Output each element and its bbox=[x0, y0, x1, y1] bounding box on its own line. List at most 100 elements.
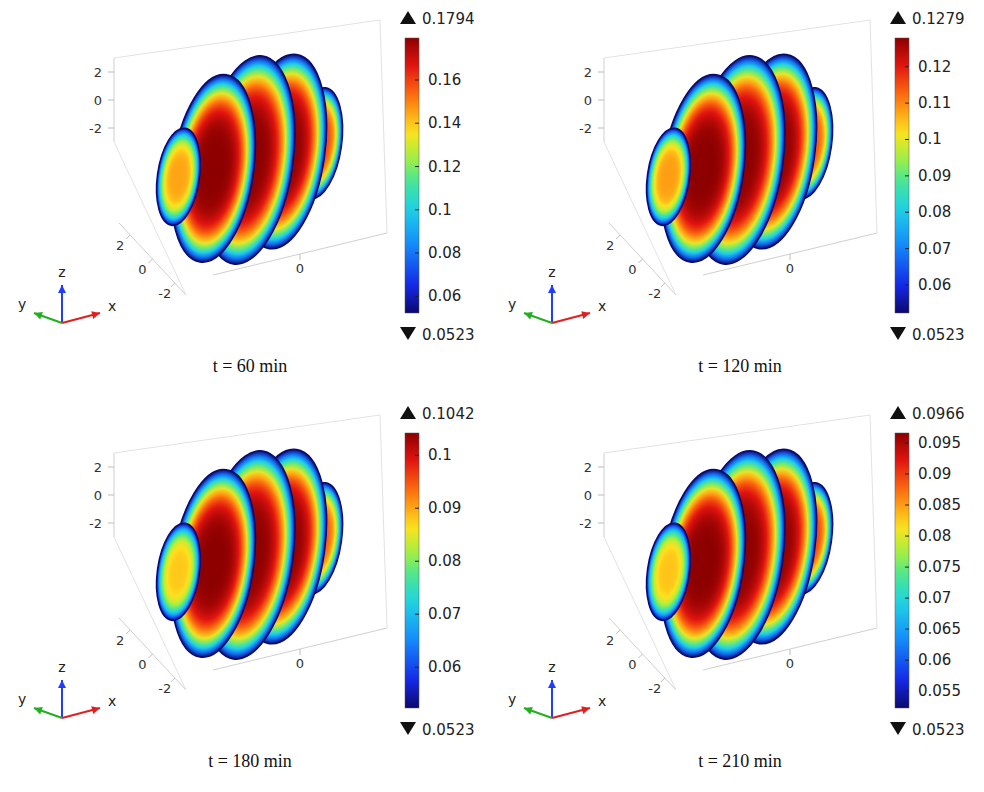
figure: -202-2020xyz0.060.080.10.120.140.160.179… bbox=[0, 0, 984, 792]
panel: -202-2020xyz0.060.070.080.090.10.10420.0… bbox=[18, 405, 475, 771]
z-tick bbox=[108, 72, 114, 73]
z-axis-label: z bbox=[548, 659, 555, 675]
colorbar-tick bbox=[415, 166, 419, 167]
colorbar-tick bbox=[905, 175, 909, 176]
colorbar-tick bbox=[905, 567, 909, 568]
colorbar-tick bbox=[415, 253, 419, 254]
z-axis-label: z bbox=[548, 264, 555, 280]
x-arrow-head bbox=[581, 706, 590, 714]
x-arrow-head bbox=[91, 706, 100, 714]
y-tick-label: -2 bbox=[158, 681, 171, 696]
colorbar-tick-label: 0.08 bbox=[918, 527, 951, 545]
colorbar-tick-label: 0.1 bbox=[428, 201, 452, 219]
max-marker bbox=[890, 406, 906, 419]
panel: -202-2020xyz0.060.070.080.090.10.110.120… bbox=[508, 10, 965, 376]
min-marker bbox=[400, 722, 416, 735]
min-marker bbox=[890, 327, 906, 340]
max-marker bbox=[890, 11, 906, 24]
x-axis-label: x bbox=[598, 693, 606, 709]
colorbar bbox=[895, 38, 909, 313]
y-tick bbox=[171, 283, 175, 287]
colorbar-tick-label: 0.055 bbox=[918, 682, 961, 700]
y-tick bbox=[661, 678, 665, 682]
colorbar bbox=[405, 38, 419, 313]
colorbar-min-label: 0.0523 bbox=[422, 721, 475, 739]
panel-title: t = 120 min bbox=[698, 356, 782, 376]
colorbar-tick bbox=[905, 660, 909, 661]
z-tick bbox=[108, 523, 114, 524]
colorbar-min-label: 0.0523 bbox=[912, 326, 965, 344]
x-tick-label: 0 bbox=[296, 656, 304, 671]
box-edge bbox=[870, 415, 877, 628]
x-tick-label: 0 bbox=[786, 261, 794, 276]
panel-title: t = 60 min bbox=[213, 356, 288, 376]
y-axis-label: y bbox=[508, 296, 516, 312]
y-tick-label: 0 bbox=[628, 657, 636, 672]
y-axis-label: y bbox=[508, 691, 516, 707]
x-axis-label: x bbox=[598, 298, 606, 314]
colorbar-tick bbox=[905, 248, 909, 249]
panel-title: t = 210 min bbox=[698, 751, 782, 771]
y-tick-label: -2 bbox=[648, 286, 661, 301]
max-marker bbox=[400, 406, 416, 419]
colorbar-tick-label: 0.12 bbox=[918, 58, 951, 76]
colorbar-tick bbox=[415, 614, 419, 615]
y-axis-label: y bbox=[18, 691, 26, 707]
x-tick-label: 0 bbox=[786, 656, 794, 671]
colorbar-tick-label: 0.08 bbox=[428, 552, 461, 570]
colorbar-min-label: 0.0523 bbox=[422, 326, 475, 344]
slice bbox=[151, 125, 206, 228]
colorbar-tick-label: 0.12 bbox=[428, 158, 461, 176]
y-arrow-head bbox=[34, 312, 43, 320]
y-arrow-head bbox=[34, 707, 43, 715]
colorbar-tick-label: 0.1 bbox=[918, 130, 942, 148]
colorbar bbox=[895, 433, 909, 708]
z-tick-label: 0 bbox=[584, 488, 592, 503]
y-arrow-head bbox=[524, 707, 533, 715]
colorbar bbox=[405, 433, 419, 708]
colorbar-tick-label: 0.07 bbox=[918, 240, 951, 258]
colorbar-tick bbox=[905, 66, 909, 67]
slices bbox=[151, 49, 349, 271]
z-tick-label: 0 bbox=[94, 488, 102, 503]
colorbar-tick-label: 0.09 bbox=[918, 167, 951, 185]
colorbar-max-label: 0.1279 bbox=[912, 10, 965, 28]
box-edge bbox=[114, 415, 380, 453]
y-tick bbox=[149, 654, 153, 658]
x-tick bbox=[300, 649, 301, 655]
colorbar-tick bbox=[415, 561, 419, 562]
y-tick-label: 2 bbox=[116, 238, 124, 253]
y-tick-label: 0 bbox=[138, 262, 146, 277]
z-tick bbox=[108, 128, 114, 129]
z-arrow-head bbox=[58, 680, 66, 688]
x-axis-label: x bbox=[108, 298, 116, 314]
min-marker bbox=[890, 722, 906, 735]
panel: -202-2020xyz0.0550.060.0650.070.0750.080… bbox=[508, 405, 965, 771]
colorbar-tick-label: 0.07 bbox=[918, 589, 951, 607]
box-edge bbox=[380, 20, 387, 233]
y-tick-label: -2 bbox=[648, 681, 661, 696]
colorbar-tick bbox=[905, 103, 909, 104]
z-tick bbox=[598, 128, 604, 129]
colorbar-tick bbox=[415, 79, 419, 80]
z-tick-label: -2 bbox=[579, 121, 592, 136]
z-arrow-head bbox=[548, 680, 556, 688]
z-tick bbox=[108, 467, 114, 468]
colorbar-tick bbox=[905, 442, 909, 443]
colorbar-tick-label: 0.11 bbox=[918, 94, 951, 112]
z-axis-label: z bbox=[58, 264, 65, 280]
box-edge bbox=[604, 20, 870, 58]
z-arrow-head bbox=[58, 285, 66, 293]
colorbar-max-label: 0.1794 bbox=[422, 10, 475, 28]
colorbar-tick bbox=[905, 536, 909, 537]
colorbar-tick-label: 0.06 bbox=[918, 651, 951, 669]
colorbar-tick bbox=[905, 691, 909, 692]
z-tick bbox=[598, 100, 604, 101]
z-tick bbox=[108, 100, 114, 101]
slice bbox=[641, 125, 696, 228]
z-tick-label: 0 bbox=[584, 93, 592, 108]
z-arrow-head bbox=[548, 285, 556, 293]
x-tick bbox=[790, 254, 791, 260]
colorbar-max-label: 0.0966 bbox=[912, 405, 965, 423]
y-tick-label: 0 bbox=[138, 657, 146, 672]
